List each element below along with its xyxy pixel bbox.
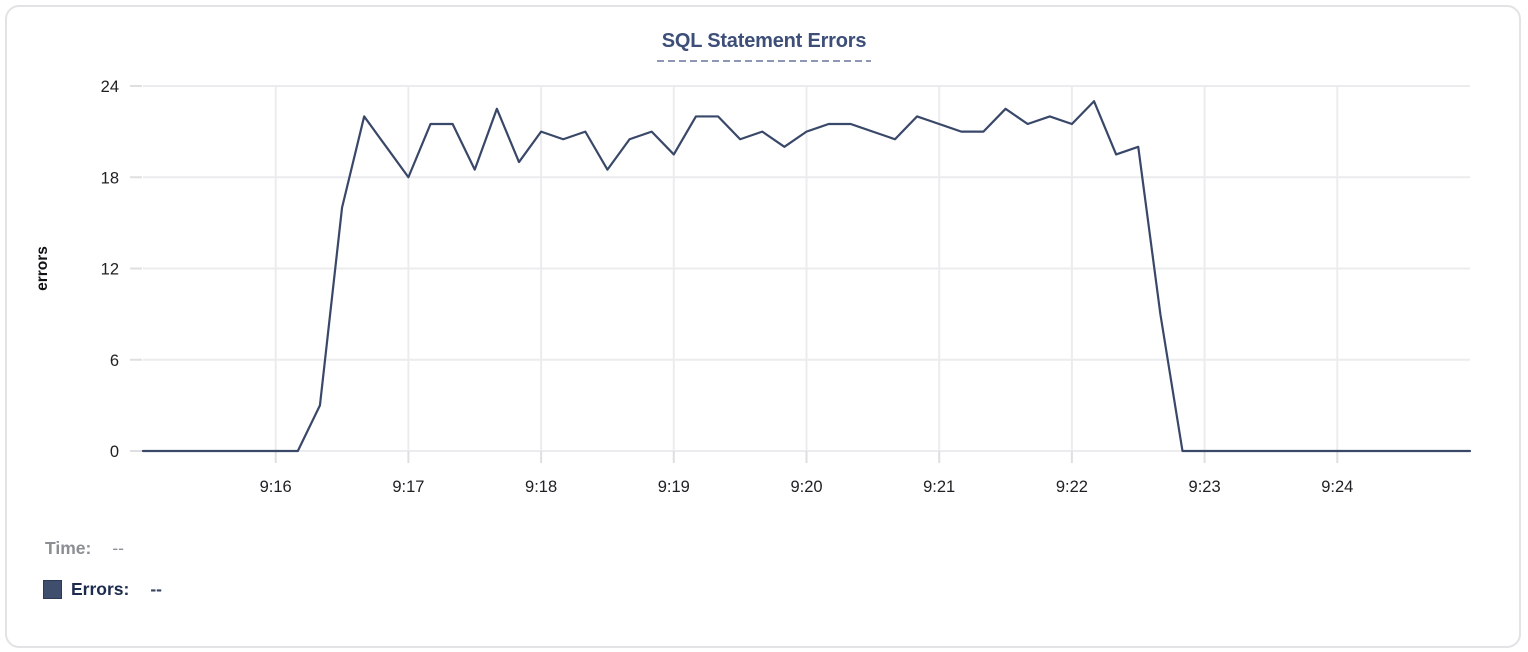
errors-series-line <box>141 100 1472 453</box>
errors-label: Errors: <box>71 579 130 599</box>
x-tick-label: 9:19 <box>658 478 690 496</box>
errors-series-swatch <box>43 580 62 599</box>
time-readout: Time: -- <box>45 538 124 559</box>
time-value: -- <box>112 538 125 558</box>
x-tick-label: 9:24 <box>1321 478 1353 496</box>
x-tick-label: 9:21 <box>923 478 955 496</box>
errors-readout: Errors: -- <box>43 579 162 600</box>
y-tick-label: 6 <box>110 352 119 370</box>
chart-card <box>5 5 1521 648</box>
tick-labels: 0 6 12 18 24 9:16 9:17 9:18 9:19 9:20 9:21 9:22 9:23… <box>101 78 1354 496</box>
x-tick-label: 9:20 <box>790 478 822 496</box>
y-tick-label: 24 <box>101 78 119 96</box>
errors-value: -- <box>150 579 163 599</box>
y-tick-label: 18 <box>101 169 119 187</box>
chart-title[interactable]: SQL Statement Errors <box>656 30 871 62</box>
y-tick-label: 0 <box>110 443 119 461</box>
y-tick-label: 12 <box>101 261 119 279</box>
errors-line-chart[interactable]: 0 6 12 18 24 9:16 9:17 9:18 9:19 9:20 9:21 9:22 9:23… <box>0 0 1528 512</box>
gridlines <box>143 85 1470 452</box>
x-tick-label: 9:23 <box>1189 478 1221 496</box>
x-tick-label: 9:16 <box>260 478 292 496</box>
chart-header: SQL Statement Errors <box>0 30 1528 62</box>
tick-marks <box>130 85 1339 463</box>
x-tick-label: 9:22 <box>1056 478 1088 496</box>
x-tick-label: 9:17 <box>392 478 424 496</box>
time-label: Time: <box>45 538 92 558</box>
x-tick-label: 9:18 <box>525 478 557 496</box>
y-axis-title: errors <box>34 246 51 291</box>
